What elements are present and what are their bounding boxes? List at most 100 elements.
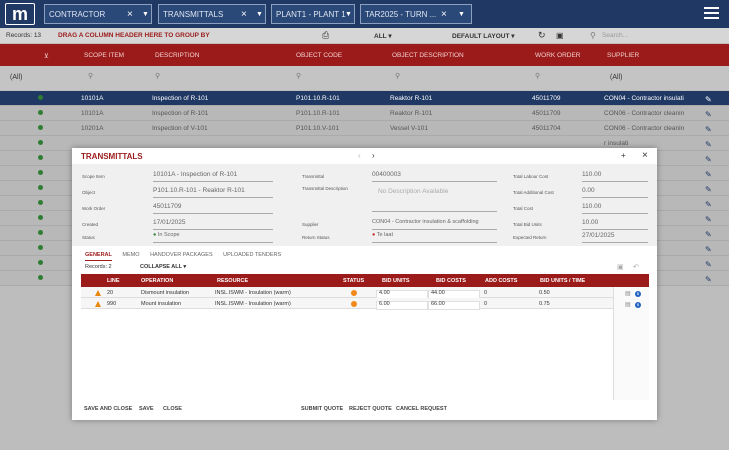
col-line[interactable]: LINE: [107, 278, 120, 284]
cancel-request-button[interactable]: CANCEL REQUEST: [396, 406, 447, 412]
return-status-value: Te laat: [376, 232, 393, 238]
table-row[interactable]: 10101A Inspection of R-101 P101.10.R-101 Re…: [0, 91, 729, 106]
save-button[interactable]: SAVE: [139, 406, 154, 412]
item-row[interactable]: 20 Dismount insulation INSL.ISWM - Insulat…: [81, 287, 614, 299]
info-icon[interactable]: $: [635, 291, 641, 297]
edit-icon[interactable]: ✎: [705, 110, 712, 119]
item-row[interactable]: 990 Mount insulation INSL.ISWM - Insulatio…: [81, 298, 614, 310]
tab-general[interactable]: GENERAL: [85, 252, 112, 261]
field-label: Total Cost: [513, 206, 534, 211]
status-filter[interactable]: (All): [10, 74, 23, 81]
collapse-all-button[interactable]: COLLAPSE ALL ▾: [140, 264, 187, 270]
row-actions-column: ▤ $ ▤ $: [613, 287, 649, 400]
contractor-filter[interactable]: CONTRACTOR × ▼: [44, 4, 152, 24]
cell-sup: r insulati: [604, 140, 629, 147]
tab-uploaded-tenders[interactable]: UPLOADED TENDERS: [223, 252, 282, 258]
edit-icon[interactable]: ✎: [705, 245, 712, 254]
info-icon[interactable]: $: [635, 302, 641, 308]
edit-icon[interactable]: ✎: [705, 155, 712, 164]
next-icon[interactable]: ›: [372, 151, 375, 160]
edit-icon[interactable]: ✎: [705, 275, 712, 284]
clear-icon[interactable]: ×: [441, 8, 447, 20]
save-and-close-button[interactable]: SAVE AND CLOSE: [84, 406, 133, 412]
tab-memo[interactable]: MEMO: [122, 252, 140, 258]
comment-icon[interactable]: ▤: [625, 302, 631, 308]
col-bid-costs[interactable]: BID COSTS: [436, 278, 466, 284]
col-bid-units[interactable]: BID UNITS: [382, 278, 410, 284]
project-filter[interactable]: TAR2025 - TURN ... × ▼: [360, 4, 472, 24]
edit-icon[interactable]: ✎: [705, 140, 712, 149]
col-supplier[interactable]: SUPPLIER: [607, 52, 640, 59]
menu-icon[interactable]: [704, 7, 719, 19]
warning-icon: [95, 290, 101, 296]
col-operation[interactable]: OPERATION: [141, 278, 174, 284]
layout-select[interactable]: DEFAULT LAYOUT ▾: [452, 32, 515, 40]
filter-label: TAR2025 - TURN ...: [365, 9, 437, 19]
clear-icon[interactable]: ×: [127, 8, 133, 20]
search-icon[interactable]: ⚲: [88, 73, 94, 80]
col-bid-units-time[interactable]: BID UNITS / TIME: [540, 278, 586, 284]
search-icon[interactable]: ⚲: [535, 73, 541, 80]
transmittals-filter[interactable]: TRANSMITTALS × ▼: [158, 4, 266, 24]
col-status[interactable]: STATUS: [343, 278, 365, 284]
search-input[interactable]: Search...: [602, 32, 629, 39]
prev-icon[interactable]: ‹: [358, 151, 361, 160]
search-icon[interactable]: ⚲: [395, 73, 401, 80]
status-dot-icon: [38, 260, 43, 265]
col-add-costs[interactable]: ADD COSTS: [485, 278, 518, 284]
cell-bid-units-time: 0.50: [539, 290, 550, 296]
reject-quote-button[interactable]: REJECT QUOTE: [349, 406, 392, 412]
edit-icon[interactable]: ✎: [705, 215, 712, 224]
table-row[interactable]: 10201A Inspection of V-101 P101.10.V-101 Ve…: [0, 121, 729, 136]
supplier-field: CON04 - Contractor insulation & scaffold…: [372, 219, 497, 230]
edit-icon[interactable]: ✎: [705, 230, 712, 239]
close-icon[interactable]: ×: [642, 150, 648, 161]
bid-units-input[interactable]: [376, 301, 428, 310]
col-resource[interactable]: RESOURCE: [217, 278, 249, 284]
bid-costs-input[interactable]: [428, 301, 480, 310]
scope-select[interactable]: ALL ▾: [374, 32, 392, 40]
edit-icon[interactable]: ✎: [705, 95, 712, 104]
export-icon[interactable]: ⎙: [322, 30, 330, 40]
comment-icon[interactable]: ▤: [625, 291, 631, 297]
col-scope-item[interactable]: SCOPE ITEM: [84, 52, 125, 59]
transmittal-info: Scope Item 10101A - Inspection of R-101 …: [72, 164, 657, 246]
status-dot-icon: [38, 125, 43, 130]
col-work-order[interactable]: WORK ORDER: [535, 52, 581, 59]
edit-icon[interactable]: ✎: [705, 170, 712, 179]
app-logo[interactable]: m: [5, 3, 35, 25]
submit-quote-button[interactable]: SUBMIT QUOTE: [301, 406, 344, 412]
refresh-icon[interactable]: ↻: [538, 30, 546, 40]
col-object-description[interactable]: OBJECT DESCRIPTION: [392, 52, 464, 59]
edit-icon[interactable]: ✎: [705, 200, 712, 209]
cell-scope: 10101A: [81, 110, 104, 117]
field-label: Object: [82, 190, 96, 195]
chevron-down-icon[interactable]: ▼: [458, 10, 465, 18]
col-description[interactable]: DESCRIPTION: [155, 52, 200, 59]
col-object-code[interactable]: OBJECT CODE: [296, 52, 343, 59]
close-button[interactable]: CLOSE: [163, 406, 182, 412]
search-icon[interactable]: ⚲: [155, 73, 161, 80]
table-row[interactable]: 10101A Inspection of R-101 P101.10.R-101 Re…: [0, 106, 729, 121]
expected-return-field[interactable]: 27/01/2025: [582, 232, 648, 243]
edit-icon[interactable]: ✎: [705, 185, 712, 194]
cell-sup: CON04 - Contractor insulati: [604, 95, 684, 102]
filter-icon[interactable]: ⊻: [44, 53, 49, 60]
chevron-down-icon[interactable]: ▼: [256, 10, 263, 18]
chevron-down-icon[interactable]: ▼: [142, 10, 149, 18]
clear-icon[interactable]: ×: [241, 8, 247, 20]
plant-filter[interactable]: PLANT1 - PLANT 1 ▼: [271, 4, 355, 24]
edit-icon[interactable]: ✎: [705, 260, 712, 269]
transmittal-description-field[interactable]: No Description Available: [372, 186, 497, 212]
search-icon[interactable]: ⚲: [296, 73, 302, 80]
edit-icon[interactable]: ✎: [705, 125, 712, 134]
settings-icon[interactable]: ▣: [556, 31, 564, 40]
save-icon[interactable]: ▣: [617, 264, 624, 271]
chevron-down-icon[interactable]: ▼: [345, 10, 352, 18]
add-icon[interactable]: +: [621, 151, 626, 160]
tab-handover-packages[interactable]: HANDOVER PACKAGES: [150, 252, 213, 258]
field-label: Return Status: [302, 235, 330, 240]
cell-operation: Mount insulation: [141, 301, 182, 307]
supplier-filter[interactable]: (All): [610, 74, 623, 81]
undo-icon[interactable]: ↶: [633, 264, 639, 271]
